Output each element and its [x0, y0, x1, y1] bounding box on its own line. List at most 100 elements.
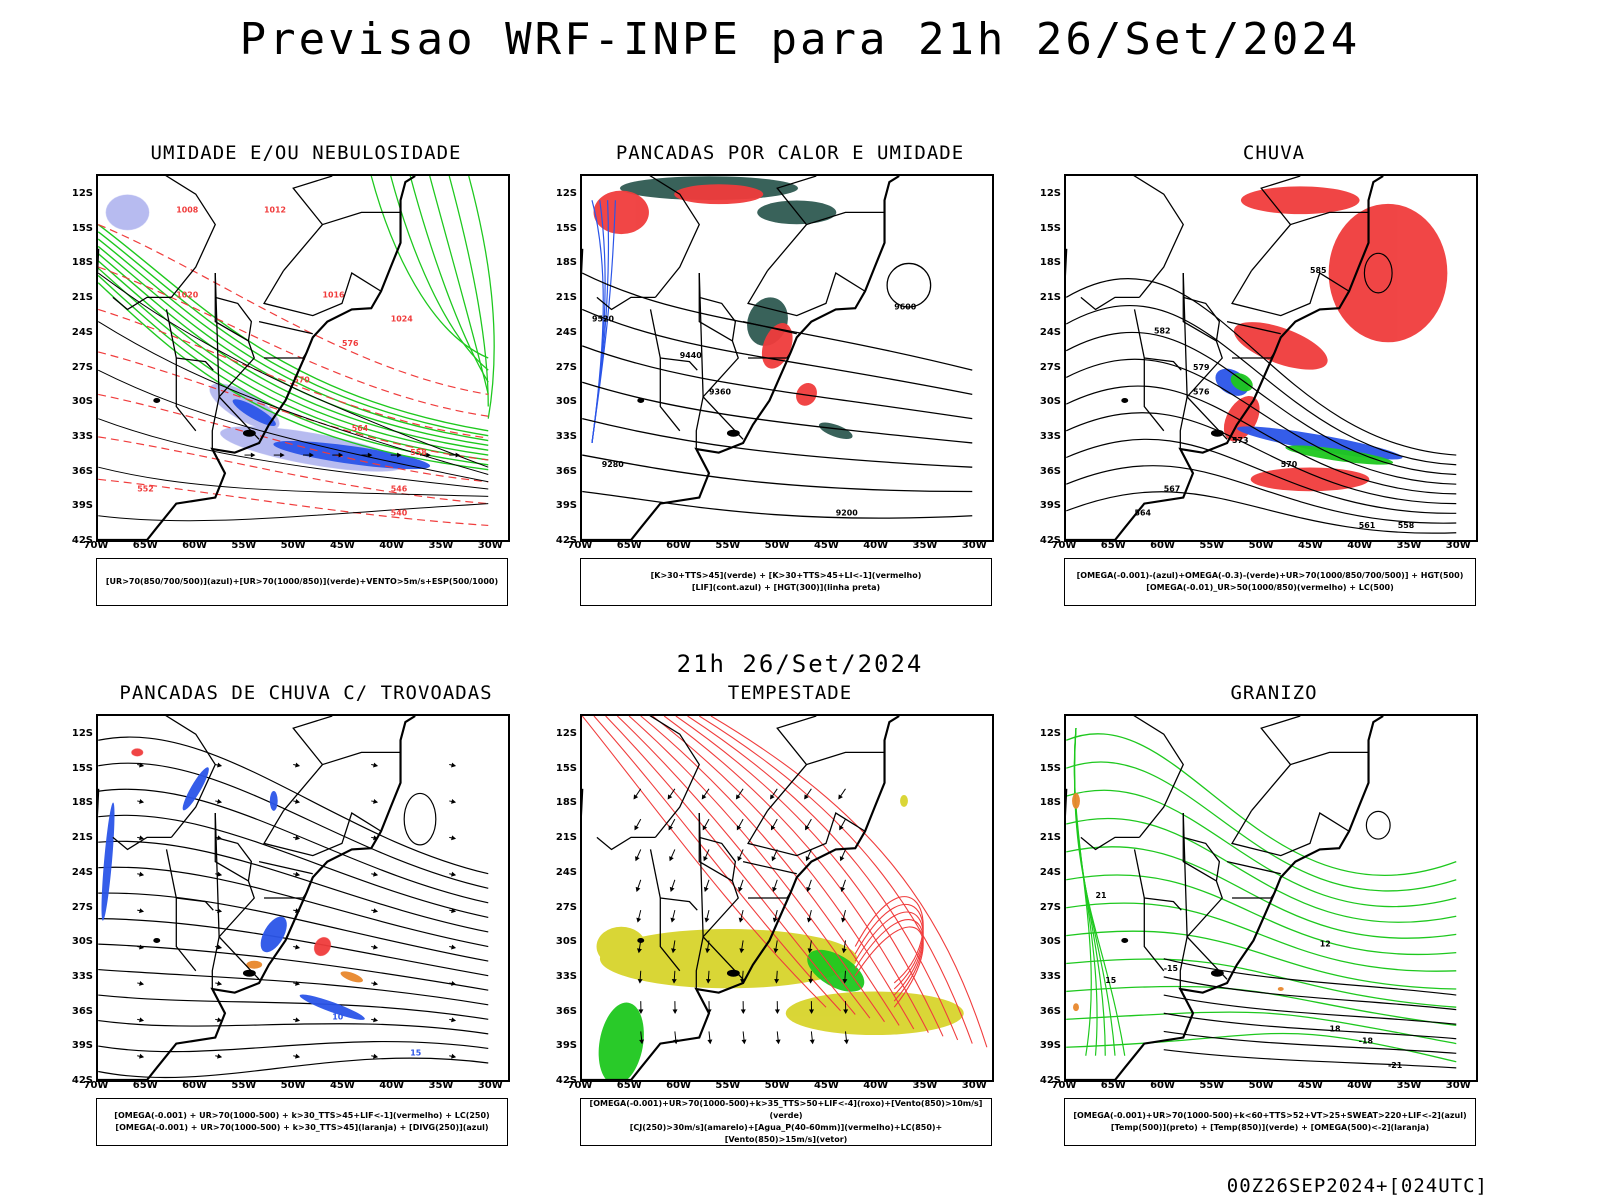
lon-tick-label: 30W — [961, 1080, 987, 1091]
legend-line: [UR>70(850/700/500)](azul)+[UR>70(1000/8… — [105, 577, 499, 586]
panel-title: PANCADAS DE CHUVA C/ TROVOADAS — [119, 682, 493, 704]
contour-labels: 585 582 579 576 573 570 567 564 561 558 — [1135, 266, 1415, 530]
lat-tick-label: 42S — [1039, 535, 1061, 547]
lat-tick-label: 21S — [1039, 292, 1061, 304]
contour-labels: -21 -18 -15 12 15 18 21 — [1096, 891, 1403, 1070]
panel-pancadas-calor: PANCADAS POR CALOR E UMIDADE 9600 9520 9440… — [556, 142, 1000, 622]
lat-tick-label: 36S — [555, 465, 577, 477]
contour-label: 561 — [1359, 521, 1376, 530]
lat-tick-label: 39S — [1039, 1040, 1061, 1052]
lat-tick-label: 42S — [1039, 1075, 1061, 1087]
lon-tick-label: 70W — [567, 1080, 593, 1091]
thickness-contours — [98, 223, 489, 527]
contour-label: 21 — [1096, 891, 1107, 900]
contour-label: 558 — [1398, 521, 1415, 530]
contour-label: 570 — [1281, 460, 1298, 469]
lon-tick-label: 40W — [1347, 1080, 1373, 1091]
lat-tick-label: 24S — [1039, 326, 1061, 338]
thunderstorm-moderate — [246, 960, 363, 983]
lon-tick-label: 65W — [1100, 540, 1126, 551]
lon-tick-label: 55W — [1199, 1080, 1225, 1091]
lat-tick-label: 15S — [71, 762, 93, 774]
contour-label: 15 — [1105, 976, 1116, 985]
map-canvas: 1008 1012 1016 1020 1024 576 570 564 558 552 546 54… — [98, 176, 495, 540]
contour-label: 573 — [1232, 436, 1249, 445]
lat-tick-label: 33S — [555, 431, 577, 443]
temperature-850-andes — [1073, 728, 1126, 1056]
lon-tick-label: 65W — [1100, 1080, 1126, 1091]
lat-tick-label: 42S — [71, 1075, 93, 1087]
lon-tick-label: 35W — [428, 540, 454, 551]
contour-label: 9360 — [709, 387, 732, 396]
lat-tick-label: 24S — [1039, 866, 1061, 878]
lat-tick-label: 39S — [71, 500, 93, 512]
streamline-arrows — [137, 762, 457, 1059]
legend-line: [OMEGA(-0.001)-(azul)+OMEGA(-0.3)-(verde… — [1076, 571, 1464, 580]
lon-tick-label: 50W — [1248, 1080, 1274, 1091]
lat-tick-label: 15S — [555, 222, 577, 234]
lon-tick-label: 45W — [813, 1080, 839, 1091]
lat-tick-label: 18S — [555, 797, 577, 809]
lon-tick-label: 45W — [329, 1080, 355, 1091]
lat-tick-label: 21S — [555, 832, 577, 844]
lat-tick-label: 33S — [1039, 431, 1061, 443]
lat-tick-label: 12S — [555, 188, 577, 199]
coastline — [98, 176, 416, 540]
map-canvas — [582, 716, 988, 1080]
wind-850-strong — [598, 949, 865, 1080]
contour-labels: 9600 9520 9440 9360 9280 9200 — [592, 302, 917, 517]
lon-tick-label: 40W — [379, 540, 405, 551]
lat-tick-label: 30S — [1039, 936, 1061, 948]
lon-tick-label: 50W — [1248, 540, 1274, 551]
panel-legend: [UR>70(850/700/500)](azul)+[UR>70(1000/8… — [96, 558, 508, 606]
lon-tick-label: 45W — [329, 540, 355, 551]
legend-line: [OMEGA(-0.001)+UR>70(1000-500)+k<60+TTS>… — [1073, 1111, 1467, 1120]
lat-tick-label: 24S — [555, 866, 577, 878]
contour-label: -15 — [1164, 964, 1178, 973]
lon-tick-label: 45W — [813, 540, 839, 551]
legend-line: [OMEGA(-0.001) + UR>70(1000-500) + k>30_… — [114, 1111, 490, 1120]
lat-tick-label: 33S — [71, 971, 93, 983]
lon-tick-label: 60W — [182, 540, 208, 551]
lon-tick-label: 30W — [477, 540, 503, 551]
contour-labels: 1008 1012 1016 1020 1024 576 570 564 558 552 546 54… — [137, 205, 427, 517]
forecast-map — [580, 714, 994, 1082]
lat-tick-label: 21S — [1039, 832, 1061, 844]
lat-tick-label: 39S — [71, 1040, 93, 1052]
panel-pancadas-trovoadas: PANCADAS DE CHUVA C/ TROVOADAS 10 15 12S 15S… — [72, 682, 516, 1162]
contour-label: 9200 — [836, 509, 859, 518]
forecast-time-subtitle: 21h 26/Set/2024 — [676, 650, 924, 678]
contour-label: 10 — [332, 1012, 344, 1021]
lat-tick-label: 24S — [71, 866, 93, 878]
lat-tick-label: 12S — [71, 728, 93, 739]
convective-area — [619, 176, 853, 440]
divergence-250 — [101, 767, 365, 1020]
rain-strong-omega — [1230, 373, 1394, 465]
lon-tick-label: 55W — [231, 540, 257, 551]
lat-tick-label: 18S — [1039, 257, 1061, 269]
panel-title: GRANIZO — [1230, 682, 1318, 704]
lat-tick-label: 12S — [71, 188, 93, 199]
contour-label: 1016 — [323, 290, 346, 299]
lon-tick-label: 50W — [280, 540, 306, 551]
lat-tick-label: 15S — [1039, 222, 1061, 234]
map-canvas: 585 582 579 576 573 570 567 564 561 558 — [1066, 176, 1457, 540]
humidity-low-levels-north — [370, 176, 495, 419]
contour-label: 18 — [1330, 1024, 1342, 1033]
coastline — [582, 716, 900, 1080]
legend-line: [Temp(500)](preto) + [Temp(850)](verde) … — [1110, 1123, 1430, 1132]
lon-tick-label: 50W — [280, 1080, 306, 1091]
lat-tick-label: 24S — [71, 326, 93, 338]
lat-tick-label: 42S — [555, 1075, 577, 1087]
lon-tick-label: 30W — [1445, 1080, 1471, 1091]
contour-label: -18 — [1359, 1037, 1374, 1046]
lat-tick-label: 30S — [71, 936, 93, 948]
lifted-index-contours — [591, 200, 616, 444]
geopotential-500-contours — [1066, 278, 1457, 534]
contour-label: 1020 — [176, 290, 199, 299]
map-boundaries — [582, 716, 900, 1080]
panel-title: PANCADAS POR CALOR E UMIDADE — [615, 142, 965, 164]
lon-tick-label: 35W — [1396, 1080, 1422, 1091]
panel-title: TEMPESTADE — [727, 682, 853, 704]
lon-tick-label: 45W — [1297, 540, 1323, 551]
